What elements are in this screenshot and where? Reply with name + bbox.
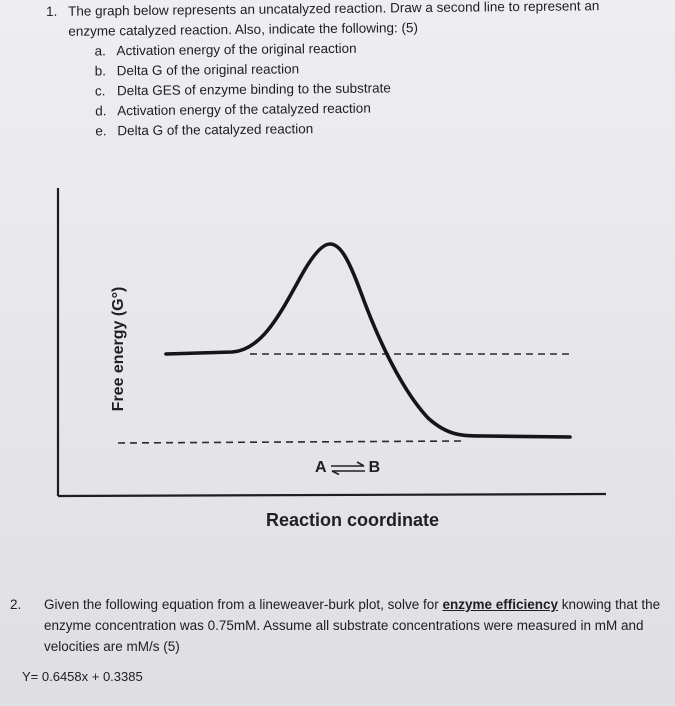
equilibrium-arrow-icon (330, 461, 365, 475)
product-label: B (368, 459, 381, 476)
question-2-stem: Given the following equation from a line… (44, 597, 661, 654)
question-1-stem: The graph below represents an uncatalyze… (68, 0, 600, 39)
x-axis-label: Reaction coordinate (266, 510, 440, 530)
y-axis-label: Free energy (G°) (110, 286, 127, 412)
reaction-label: A B (315, 459, 380, 477)
question-2: 2. Given the following equation from a l… (10, 594, 670, 657)
question-1: 1. The graph below represents an uncatal… (46, 0, 648, 155)
reactant-label: A (315, 459, 327, 476)
uncatalyzed-curve (164, 242, 572, 439)
question-1-number: 1. (46, 3, 58, 19)
question-1-subitems: a. Activation energy of the original reac… (94, 36, 647, 142)
product-level-dashed (117, 440, 463, 444)
enzyme-efficiency-term: enzyme efficiency (442, 597, 559, 612)
energy-diagram (56, 188, 607, 498)
x-axis (57, 492, 607, 498)
question-2-number: 2. (10, 597, 22, 612)
lineweaver-burk-equation: Y= 0.6458x + 0.3385 (22, 669, 143, 684)
